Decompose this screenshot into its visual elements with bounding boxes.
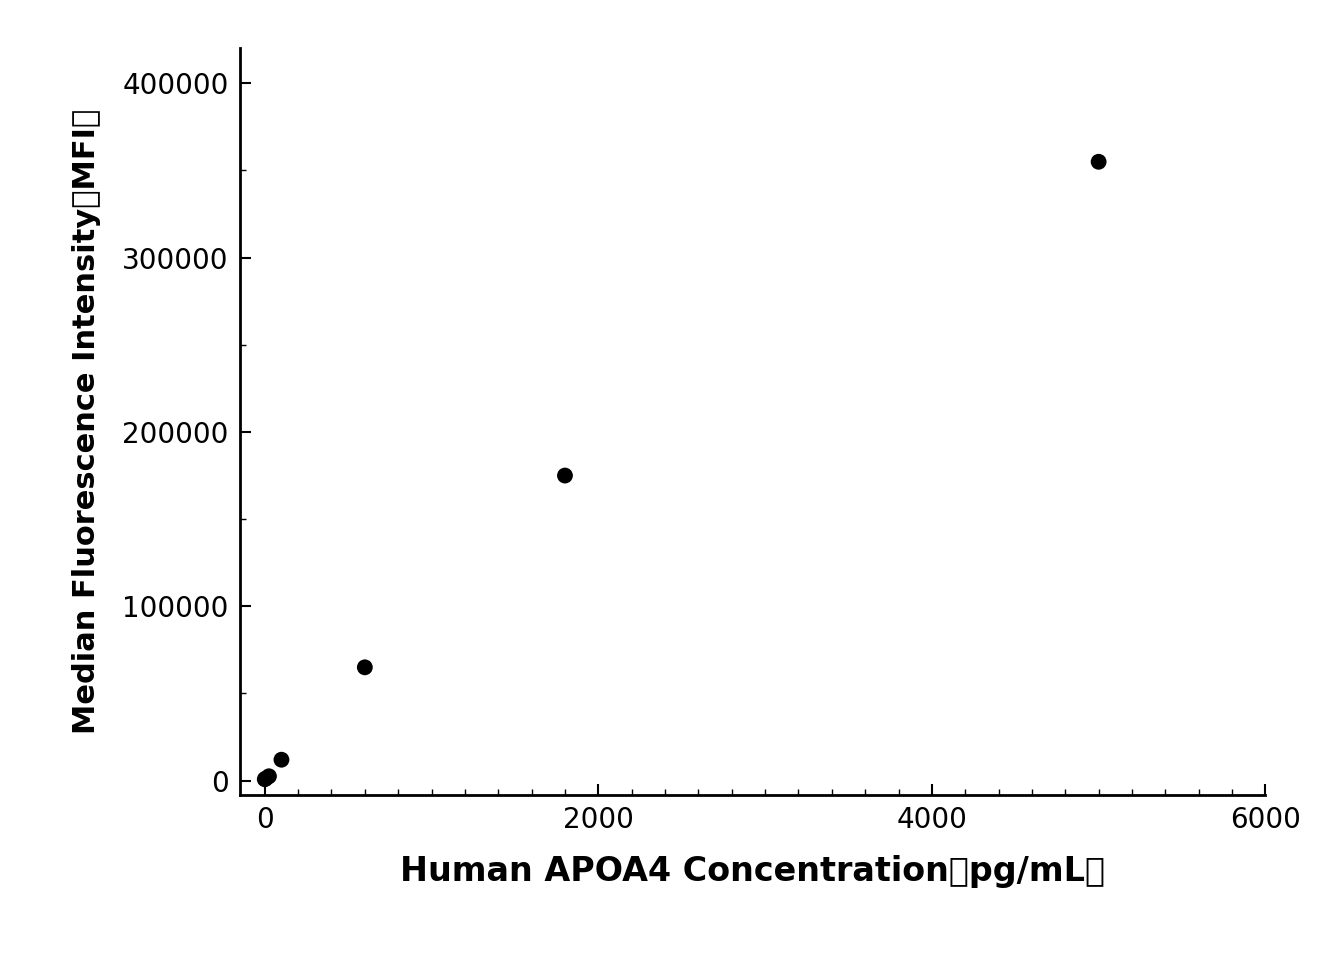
Point — [1088, 154, 1110, 170]
Point — [256, 770, 277, 786]
Point — [254, 771, 276, 787]
Point — [258, 768, 280, 784]
X-axis label: Human APOA4 Concentration（pg/mL）: Human APOA4 Concentration（pg/mL） — [400, 855, 1106, 888]
Point — [354, 660, 376, 675]
Point — [270, 752, 292, 767]
Point — [554, 468, 575, 484]
Y-axis label: Median Fluorescence Intensity（MFI）: Median Fluorescence Intensity（MFI） — [72, 109, 101, 735]
